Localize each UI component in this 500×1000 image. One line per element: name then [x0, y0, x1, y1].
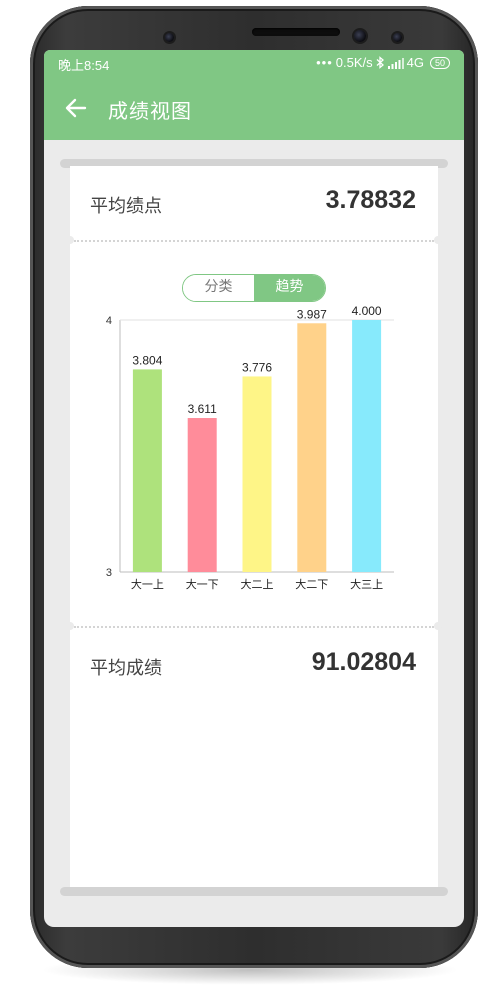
bar-value-label: 3.611 — [188, 402, 217, 416]
front-camera-icon — [354, 30, 366, 42]
card-rail-top — [60, 159, 448, 168]
sensor-icon — [165, 33, 174, 42]
x-tick-label: 大三上 — [350, 577, 383, 591]
bar-value-label: 4.000 — [352, 306, 382, 318]
status-indicators: ••• 0.5K/s 4G 50 — [316, 55, 450, 70]
status-bar: 晚上8:54 ••• 0.5K/s 4G 50 — [44, 50, 464, 76]
card-notch — [434, 236, 442, 244]
status-time: 晚上8:54 — [58, 58, 110, 73]
bar-value-label: 3.804 — [132, 353, 162, 367]
bar — [297, 323, 327, 572]
y-tick-label: 4 — [106, 315, 112, 327]
battery-icon: 50 — [429, 56, 450, 69]
chart-canvas: 3 4 3.804 大一上 3.611 大一下 3.776 大二上 3.987 大二下 4.000 大… — [106, 304, 394, 591]
back-arrow-icon[interactable] — [62, 94, 90, 122]
page-title: 成绩视图 — [108, 99, 192, 123]
average-score-value: 91.02804 — [311, 648, 416, 676]
average-gpa-label: 平均绩点 — [90, 196, 162, 217]
card-notch — [66, 236, 74, 244]
sensor-icon — [393, 33, 402, 42]
bar — [132, 369, 162, 572]
tab-trend[interactable]: 趋势 — [254, 275, 325, 301]
x-tick-label: 大一下 — [186, 577, 219, 591]
average-gpa-value: 3.78832 — [325, 186, 416, 214]
view-toggle: 分类 趋势 — [182, 274, 326, 302]
bluetooth-icon — [376, 56, 384, 69]
average-score-row: 平均成绩 91.02804 — [70, 636, 438, 696]
card-divider — [74, 626, 434, 628]
card-notch — [434, 622, 442, 630]
average-gpa-row: 平均绩点 3.78832 — [70, 174, 438, 234]
y-tick-label: 3 — [106, 567, 112, 579]
x-tick-label: 大一上 — [131, 577, 164, 591]
gpa-trend-chart: 3 4 3.804 大一上 3.611 大一下 3.776 大二上 3.987 大二下 4.000 大… — [70, 304, 438, 606]
signal-icon — [387, 57, 404, 69]
card-divider — [74, 240, 434, 242]
screen: 晚上8:54 ••• 0.5K/s 4G 50 成绩视图 平均绩点 — [44, 50, 464, 927]
bar-value-label: 3.776 — [242, 360, 272, 374]
x-tick-label: 大二上 — [241, 577, 274, 591]
earpiece-speaker — [252, 28, 340, 36]
grade-card: 平均绩点 3.78832 分类 趋势 3 4 3.804 大一上 3.611 大一下 3.7… — [66, 166, 442, 896]
card-notch — [66, 622, 74, 630]
average-score-label: 平均成绩 — [90, 658, 162, 679]
more-dots-icon: ••• — [316, 55, 333, 70]
bar — [242, 376, 272, 572]
x-tick-label: 大二下 — [295, 577, 328, 591]
app-bar: 成绩视图 — [44, 76, 464, 140]
network-speed: 0.5K/s — [335, 55, 373, 70]
bar — [187, 418, 217, 572]
bar — [352, 320, 382, 572]
tab-category[interactable]: 分类 — [183, 275, 254, 301]
card-rail-bottom — [60, 887, 448, 896]
bar-value-label: 3.987 — [297, 307, 327, 321]
network-type: 4G — [406, 55, 424, 70]
